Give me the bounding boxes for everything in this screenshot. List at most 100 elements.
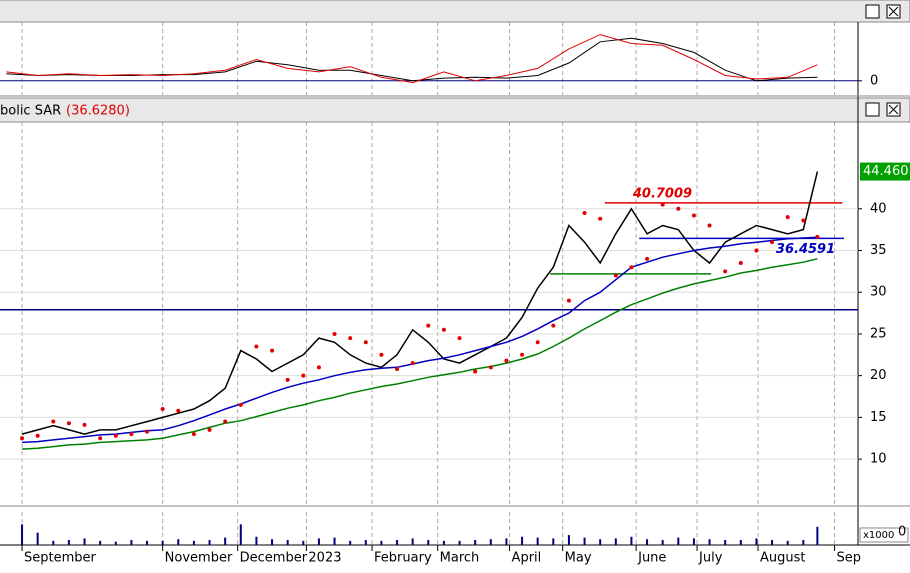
volume-bar	[177, 539, 180, 545]
volume-bar	[83, 538, 86, 545]
volume-bar	[458, 540, 461, 545]
sar-dot	[160, 407, 165, 412]
volume-bar	[802, 540, 805, 545]
volume-bar	[567, 535, 570, 545]
sar-dot	[426, 323, 431, 328]
volume-bar	[692, 538, 695, 545]
sar-dot	[301, 373, 306, 378]
sar-dot	[535, 340, 540, 345]
sar-dot	[754, 248, 759, 253]
volume-bar	[708, 539, 711, 545]
sar-dot	[176, 408, 181, 413]
volume-bar	[208, 540, 211, 545]
volume-unit: x1000	[863, 530, 894, 541]
x-tick-label: November	[165, 551, 233, 566]
volume-bar	[505, 538, 508, 545]
volume-bar	[396, 540, 399, 545]
sar-dot	[801, 218, 806, 223]
sar-dot	[457, 336, 462, 341]
sar-dot	[582, 210, 587, 215]
sar-dot	[129, 432, 134, 437]
sar-dot	[410, 361, 415, 366]
sar-dot	[473, 369, 478, 374]
oscillator-header	[0, 0, 910, 23]
sar-dot	[113, 433, 118, 438]
sar-dot	[738, 261, 743, 266]
volume-bar	[583, 537, 586, 545]
volume-bar	[442, 540, 445, 545]
volume-bar	[380, 540, 383, 545]
sar-dot	[66, 421, 71, 426]
sar-dot	[504, 358, 509, 363]
volume-bar	[146, 540, 149, 545]
volume-bar	[755, 538, 758, 545]
y-tick-label: 0	[870, 73, 878, 88]
volume-bar	[224, 537, 227, 545]
close-icon	[888, 104, 899, 115]
sar-dot	[488, 365, 493, 370]
x-tick-label: Sep	[837, 551, 862, 566]
series-line	[21, 171, 819, 435]
close-icon	[888, 6, 899, 17]
price-tag-label: 44.460	[863, 164, 909, 179]
sar-dot	[707, 223, 712, 228]
volume-bar	[67, 540, 70, 545]
sar-dot	[20, 436, 25, 441]
sar-dot	[238, 402, 243, 407]
sar-dot	[598, 216, 603, 221]
y-tick-label: 20	[870, 368, 887, 383]
sar-dot	[332, 331, 337, 336]
sar-dot	[660, 202, 665, 207]
volume-bar	[302, 540, 305, 545]
line-label: 36.4591	[776, 242, 835, 257]
sar-dot	[379, 352, 384, 357]
volume-bar	[427, 540, 430, 545]
volume-bar	[536, 537, 539, 545]
x-tick-label: August	[760, 551, 806, 566]
price-header	[0, 97, 910, 123]
sar-dot	[551, 323, 556, 328]
sar-dot	[691, 213, 696, 218]
volume-bar	[286, 540, 289, 545]
x-tick-label: February	[374, 551, 432, 566]
series-line	[6, 34, 818, 84]
volume-bar	[255, 536, 258, 545]
sar-dot	[395, 366, 400, 371]
x-tick-label: July	[698, 551, 723, 566]
volume-bar	[474, 540, 477, 545]
volume-bar	[677, 537, 680, 545]
y-tick-label: 15	[870, 410, 887, 425]
x-tick-label: December	[240, 551, 308, 566]
volume-bar	[724, 540, 727, 545]
x-tick-label: 2023	[308, 551, 341, 566]
sar-dot	[441, 327, 446, 332]
y-tick-label: 30	[870, 285, 887, 300]
indicator-value: (36.6280)	[66, 104, 130, 119]
sar-dot	[98, 436, 103, 441]
volume-bar	[771, 540, 774, 545]
volume-bar	[349, 540, 352, 545]
volume-bar	[192, 540, 195, 545]
volume-bar	[816, 526, 819, 545]
sar-dot	[82, 422, 87, 427]
volume-bar	[552, 538, 555, 545]
sar-dot	[566, 298, 571, 303]
sar-dot	[815, 234, 820, 239]
sar-dot	[363, 340, 368, 345]
volume-bar	[489, 539, 492, 545]
volume-bar	[661, 540, 664, 545]
volume-bar	[599, 539, 602, 545]
y-tick-label: 0	[898, 525, 906, 540]
sar-dot	[223, 419, 228, 424]
volume-bar	[614, 538, 617, 545]
volume-bar	[36, 532, 39, 545]
sar-dot	[770, 240, 775, 245]
series-line	[21, 258, 818, 450]
maximize-button[interactable]	[865, 102, 880, 117]
sar-dot	[645, 256, 650, 261]
volume-bar	[333, 537, 336, 545]
volume-bar	[99, 540, 102, 545]
volume-bar	[630, 536, 633, 545]
maximize-button[interactable]	[865, 4, 880, 19]
